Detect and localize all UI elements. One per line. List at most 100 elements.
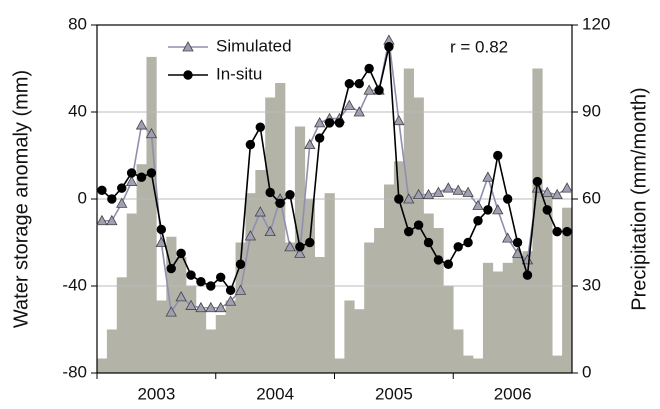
point [552, 226, 562, 237]
plot-frame [96, 24, 573, 374]
point [344, 79, 355, 89]
point [175, 291, 187, 302]
bar [443, 286, 454, 373]
bar [195, 309, 207, 373]
point [196, 276, 206, 287]
point [374, 85, 384, 95]
point [541, 186, 553, 197]
point [482, 171, 494, 182]
legend-label: Simulated [216, 36, 292, 55]
bar [532, 68, 543, 373]
point [363, 84, 375, 95]
point [96, 214, 108, 226]
point [294, 247, 306, 258]
point [195, 301, 207, 313]
y2-tick-label: 30 [582, 275, 601, 294]
point [156, 224, 167, 235]
point [501, 232, 514, 243]
bar [364, 242, 375, 373]
point [442, 182, 454, 193]
bar [205, 329, 217, 373]
point [512, 237, 523, 248]
bar [116, 277, 127, 373]
y-axis-title: Water storage anomaly (mm) [10, 70, 32, 328]
y-tick-label: 40 [68, 101, 87, 120]
point [394, 194, 404, 204]
point [443, 259, 454, 269]
point [404, 226, 414, 237]
bar [413, 97, 424, 373]
y-tick-label: -80 [62, 362, 87, 381]
point [354, 79, 364, 89]
bar [225, 300, 236, 373]
bar [186, 286, 197, 373]
bar [334, 358, 345, 373]
bar [285, 242, 296, 373]
point [542, 205, 552, 215]
point [305, 237, 315, 248]
y-tick-label: 80 [68, 14, 87, 33]
point [165, 306, 177, 317]
bar [463, 355, 474, 373]
x-tick-label: 2004 [256, 384, 294, 403]
point [493, 150, 503, 161]
point [136, 172, 147, 182]
point [353, 106, 365, 117]
bar [423, 213, 434, 373]
point [145, 127, 158, 139]
point [186, 270, 196, 280]
bar [433, 228, 444, 373]
point [245, 139, 256, 150]
point [432, 186, 445, 197]
point [215, 272, 226, 282]
bar [552, 355, 563, 373]
point [146, 168, 157, 178]
point [403, 193, 415, 204]
legend-label: In-situ [216, 64, 262, 83]
bar [522, 251, 533, 373]
bar [393, 161, 405, 373]
point [483, 205, 493, 215]
point [244, 230, 257, 241]
point [334, 118, 345, 128]
bar [512, 257, 523, 373]
bar [176, 257, 187, 373]
point [125, 175, 138, 186]
point [393, 114, 405, 126]
point [107, 194, 117, 204]
point [472, 199, 484, 210]
bar [136, 164, 147, 373]
point [463, 237, 473, 248]
point [225, 285, 236, 296]
point [254, 206, 266, 217]
bar [473, 358, 484, 373]
bar [383, 184, 395, 373]
point [314, 133, 325, 143]
bar [374, 228, 385, 373]
y-tick-label: -40 [62, 275, 87, 294]
point [522, 270, 533, 280]
bar [97, 358, 108, 373]
bar [492, 271, 504, 373]
point [284, 241, 296, 252]
point [324, 118, 335, 128]
point [275, 198, 285, 209]
y2-axis-title: Precipitation (mm/month) [628, 87, 650, 310]
legend-marker [182, 41, 194, 52]
point [234, 284, 247, 295]
point [166, 263, 176, 274]
point [235, 259, 246, 269]
point [433, 255, 444, 265]
legend-marker [183, 70, 193, 80]
point [126, 168, 137, 178]
bar [482, 262, 494, 373]
bar [275, 83, 286, 373]
point [205, 301, 217, 313]
point [185, 299, 197, 310]
point [521, 254, 534, 265]
x-tick-label: 2003 [137, 384, 175, 403]
point [106, 214, 118, 226]
bar [562, 207, 573, 373]
bar [502, 262, 513, 373]
bar [235, 242, 246, 373]
